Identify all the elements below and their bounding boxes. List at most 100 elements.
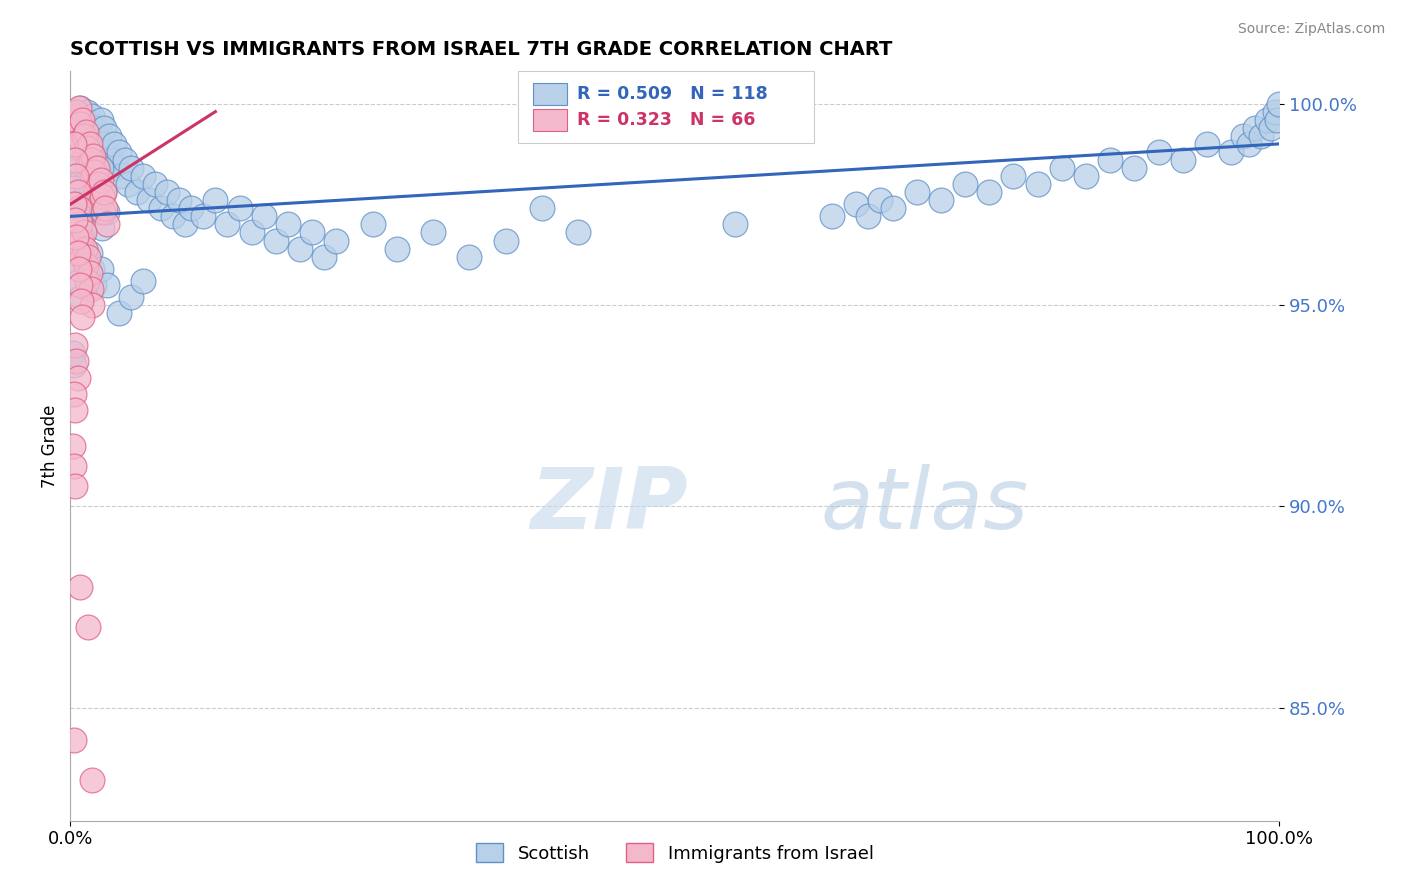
Point <box>90 173 111 187</box>
Point <box>167 194 190 208</box>
Point <box>314 250 336 264</box>
Text: ZIP: ZIP <box>530 465 688 548</box>
Point <box>63 125 86 139</box>
Point <box>253 210 276 224</box>
Point <box>69 101 91 115</box>
Point <box>91 205 114 219</box>
Point <box>228 202 250 216</box>
Point <box>83 120 105 135</box>
Point <box>72 229 94 244</box>
Point <box>79 266 101 280</box>
Point <box>72 128 94 143</box>
Point <box>1265 112 1288 127</box>
Point <box>979 185 1001 199</box>
Point <box>75 165 97 179</box>
Point <box>80 125 103 139</box>
Point <box>93 120 115 135</box>
Y-axis label: 7th Grade: 7th Grade <box>41 404 59 488</box>
Point <box>117 177 139 191</box>
Text: R = 0.323   N = 66: R = 0.323 N = 66 <box>576 112 755 129</box>
Point <box>953 177 976 191</box>
Point <box>69 213 91 227</box>
Point <box>80 169 103 183</box>
Point <box>76 261 98 276</box>
Point <box>98 128 121 143</box>
Point <box>100 153 122 167</box>
Point <box>67 274 90 288</box>
Point <box>80 261 103 276</box>
Point <box>62 346 84 360</box>
Point <box>93 185 115 199</box>
Point <box>90 112 111 127</box>
Point <box>66 185 89 199</box>
Point <box>87 205 110 219</box>
Point <box>63 120 86 135</box>
Point <box>77 157 100 171</box>
Point <box>63 459 86 474</box>
Point <box>63 136 86 151</box>
Point <box>69 117 91 131</box>
Point <box>143 177 166 191</box>
Point <box>1195 136 1218 151</box>
Point <box>80 773 103 788</box>
Point <box>132 169 155 183</box>
Point <box>76 274 98 288</box>
Point <box>90 261 111 276</box>
Point <box>77 133 100 147</box>
Point <box>63 197 86 211</box>
Point <box>70 133 93 147</box>
Point <box>114 153 136 167</box>
Point <box>69 277 91 292</box>
Point <box>63 153 86 167</box>
Point <box>96 277 118 292</box>
Point <box>193 210 215 224</box>
Point <box>79 117 101 131</box>
Point <box>75 120 97 135</box>
Point <box>180 202 202 216</box>
Point <box>63 109 86 123</box>
Point <box>79 189 101 203</box>
Point <box>66 370 89 384</box>
Point <box>72 173 94 187</box>
Point <box>204 194 226 208</box>
Point <box>110 169 132 183</box>
Point <box>72 226 94 240</box>
Point <box>458 250 481 264</box>
Point <box>120 290 142 304</box>
Point <box>72 112 94 127</box>
Point <box>94 202 117 216</box>
Point <box>67 101 90 115</box>
Point <box>125 185 148 199</box>
Point <box>83 189 105 203</box>
Point <box>62 439 84 453</box>
Point <box>858 210 880 224</box>
Point <box>1256 112 1278 127</box>
Point <box>63 359 86 373</box>
Point <box>77 620 100 634</box>
Point <box>120 161 142 175</box>
Point <box>1147 145 1170 159</box>
Point <box>69 157 91 171</box>
Point <box>76 173 98 187</box>
Point <box>1171 153 1194 167</box>
Point <box>1050 161 1073 175</box>
FancyBboxPatch shape <box>517 71 814 143</box>
Point <box>821 210 844 224</box>
Point <box>240 226 263 240</box>
Bar <box>533 83 567 105</box>
Point <box>73 242 96 256</box>
Point <box>72 310 94 324</box>
Point <box>86 128 108 143</box>
Point <box>80 205 103 219</box>
Point <box>83 277 105 292</box>
Point <box>132 274 155 288</box>
Point <box>67 261 90 276</box>
Point <box>70 234 93 248</box>
Point <box>70 290 93 304</box>
Point <box>93 185 115 199</box>
Point <box>66 120 89 135</box>
Point <box>76 104 98 119</box>
Point <box>86 161 108 175</box>
Point <box>79 136 101 151</box>
Point <box>63 338 86 352</box>
